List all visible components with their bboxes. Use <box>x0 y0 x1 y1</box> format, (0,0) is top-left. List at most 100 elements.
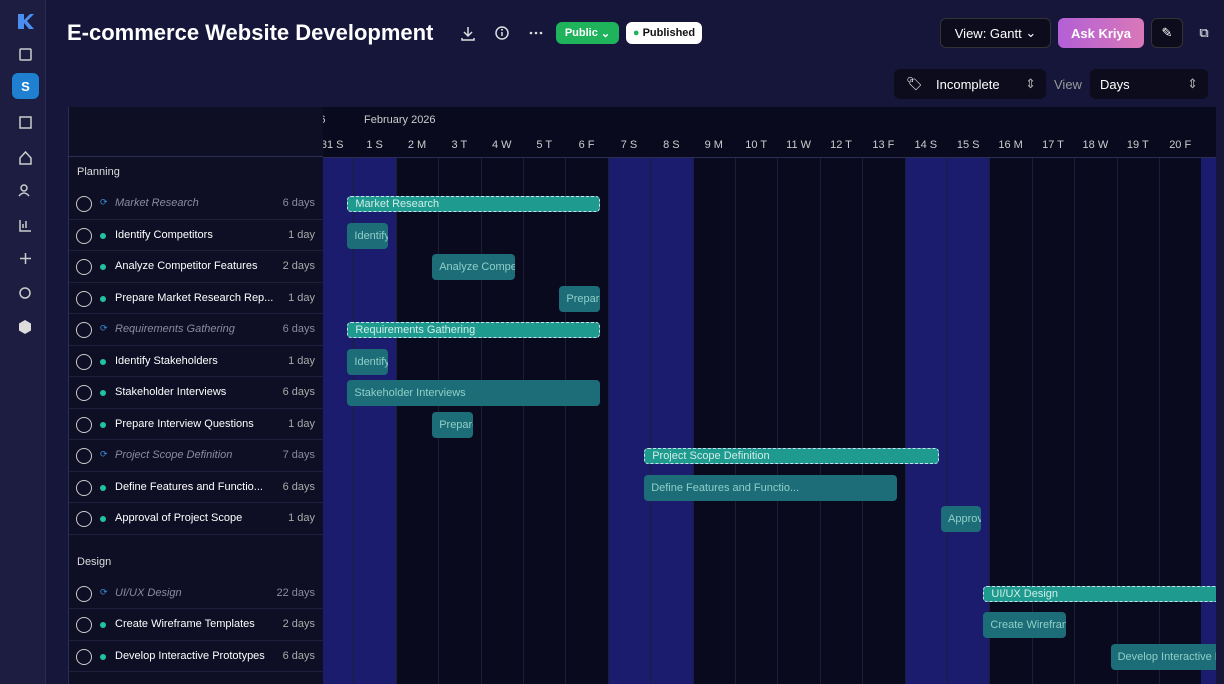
task-bar[interactable]: Create Wireframe Templates <box>983 612 1067 638</box>
task-row[interactable]: Prepare Market Research Rep... 1 day <box>69 283 323 314</box>
task-bar[interactable]: Define Features and Functio... <box>644 474 897 501</box>
task-dot <box>100 653 106 660</box>
task-bar[interactable]: Identify Competitors <box>347 222 388 249</box>
month-label: February 2026 <box>364 114 436 126</box>
status-text: Published <box>642 27 696 39</box>
day-label: 19 T <box>1126 139 1149 151</box>
task-checkbox <box>76 511 92 527</box>
task-checkbox <box>76 259 92 275</box>
day-column <box>692 157 735 684</box>
task-list: Planning ⟳ Market Research 6 days Identify C… <box>68 107 323 684</box>
task-row[interactable]: Identify Stakeholders 1 day <box>69 346 323 377</box>
task-row[interactable]: Define Features and Functio... 6 days <box>69 472 323 503</box>
task-checkbox <box>76 617 92 633</box>
task-name: Develop Interactive Prototypes <box>115 649 265 662</box>
view-select[interactable]: Days ⇕ <box>1090 69 1208 99</box>
day-column <box>650 157 693 684</box>
task-bar[interactable]: Prepare Market Research Rep... <box>559 285 600 312</box>
summary-bar[interactable]: Requirements Gathering <box>347 322 600 338</box>
task-row[interactable]: ⟳ Market Research 6 days <box>69 188 323 220</box>
task-dot <box>100 232 106 239</box>
ask-button[interactable]: Ask Kriya <box>1058 18 1144 48</box>
day-label: 18 W <box>1082 139 1109 151</box>
day-label: 12 T <box>830 139 852 151</box>
day-label: 7 S <box>620 139 638 151</box>
task-row[interactable]: Approval of Project Scope 1 day <box>69 503 323 535</box>
task-name: Project Scope Definition <box>115 449 233 461</box>
day-column <box>1159 157 1201 684</box>
day-label: 16 M <box>998 139 1023 151</box>
day-column <box>777 157 819 684</box>
day-label: 31 S <box>323 139 344 151</box>
day-column <box>1116 157 1159 684</box>
task-checkbox <box>76 416 92 433</box>
visibility-badge[interactable]: Public ⌄ <box>556 22 619 44</box>
task-name: Identify Stakeholders <box>115 354 218 367</box>
day-label: 5 T <box>536 139 553 151</box>
task-bar[interactable]: Analyze Competitor Features <box>432 254 515 280</box>
task-name: Prepare Market Research Rep... <box>115 291 274 304</box>
task-duration: 1 day <box>288 291 315 304</box>
task-dot <box>100 622 106 628</box>
view-button[interactable]: View: Gantt ⌄ <box>940 18 1051 48</box>
task-dot <box>100 484 106 491</box>
task-row[interactable]: ⟳ UI/UX Design 22 days <box>69 578 323 609</box>
day-label: 14 S <box>914 139 938 151</box>
task-row[interactable]: ⟳ Requirements Gathering 6 days <box>69 314 323 346</box>
day-label: 11 W <box>786 139 812 151</box>
task-row[interactable]: Develop Interactive Prototypes 6 days <box>69 641 323 672</box>
task-bar[interactable]: Prepare Interview Questions <box>432 411 473 438</box>
task-row[interactable]: ⟳ Project Scope Definition 7 days <box>69 440 323 472</box>
page-title: E-commerce Website Development <box>67 20 434 45</box>
task-row[interactable]: Stakeholder Interviews 6 days <box>69 377 323 409</box>
summary-bar[interactable]: UI/UX Design <box>983 585 1216 602</box>
task-duration: 2 days <box>282 618 315 630</box>
header-line <box>323 157 1216 158</box>
task-name: Define Features and Functio... <box>115 480 263 493</box>
task-name: Create Wireframe Templates <box>115 618 255 630</box>
task-bar[interactable]: Develop Interactive Prototypes <box>1110 643 1216 670</box>
task-checkbox <box>76 648 92 665</box>
sidebar: S <box>0 0 46 684</box>
month-label: 2026 <box>323 114 325 126</box>
status-filter[interactable]: 🏷 Incomplete ⇕ <box>894 69 1046 99</box>
task-duration: 2 days <box>282 260 315 272</box>
gantt: 31 S 1 S 2 M 3 T 4 W 5 T 6 F 7 S 8 S 9 M 10 T 11 W 1… <box>323 107 1216 684</box>
task-row[interactable]: Analyze Competitor Features 2 days <box>69 251 323 283</box>
task-row[interactable]: Prepare Interview Questions 1 day <box>69 409 323 440</box>
task-name: Market Research <box>115 197 199 209</box>
day-label: 13 F <box>872 139 895 151</box>
task-bar[interactable]: Identify Stakeholders <box>347 348 388 375</box>
task-checkbox <box>76 196 92 212</box>
day-column <box>819 157 862 684</box>
day-column <box>523 157 565 684</box>
day-column <box>395 157 438 684</box>
summary-bar[interactable]: Market Research <box>347 196 600 212</box>
task-row[interactable]: Create Wireframe Templates 2 days <box>69 609 323 641</box>
task-row[interactable]: Identify Competitors 1 day <box>69 220 323 251</box>
day-label: 3 T <box>451 139 468 151</box>
summary-bar[interactable]: Project Scope Definition <box>644 448 939 464</box>
task-checkbox <box>76 479 92 496</box>
group-label: Design <box>77 555 112 568</box>
task-bar[interactable]: Stakeholder Interviews <box>347 380 600 406</box>
task-name: Requirements Gathering <box>115 323 235 335</box>
task-dot <box>100 516 106 522</box>
task-duration: 6 days <box>282 649 315 662</box>
sidebar-icons <box>18 14 34 334</box>
workspace-badge[interactable]: S <box>12 73 39 99</box>
title-icons[interactable] <box>458 24 548 44</box>
task-checkbox <box>76 585 92 602</box>
task-dot <box>100 358 106 365</box>
pin-button[interactable]: ✎ <box>1151 18 1183 48</box>
view-label: View <box>1054 77 1082 92</box>
copy-button[interactable]: ⧉ <box>1199 25 1209 40</box>
task-dot <box>100 390 106 396</box>
task-bar[interactable]: Approval of Project Scope <box>941 506 982 532</box>
task-name: UI/UX Design <box>115 586 182 599</box>
task-duration: 6 days <box>282 386 315 398</box>
task-dot <box>100 295 106 302</box>
day-label: 6 F <box>578 139 595 151</box>
view-select-text: Days <box>1100 76 1130 92</box>
task-duration: 1 day <box>288 354 315 367</box>
